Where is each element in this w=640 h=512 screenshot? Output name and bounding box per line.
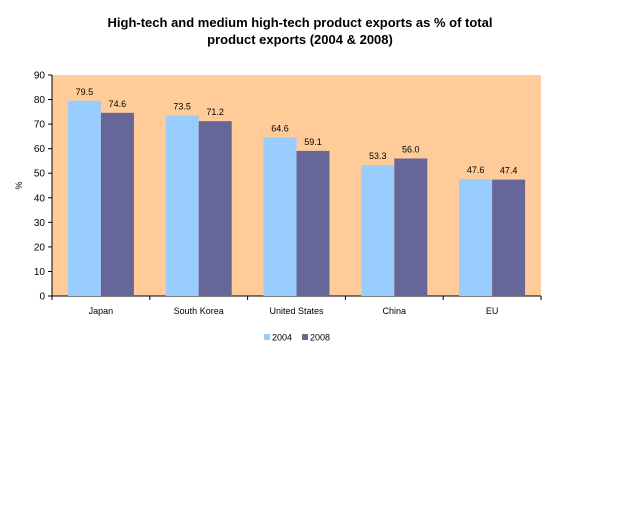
- data-label: 59.1: [304, 137, 322, 147]
- data-label: 56.0: [402, 144, 420, 154]
- data-label: 71.2: [206, 107, 224, 117]
- legend-label: 2004: [272, 333, 292, 343]
- y-tick-label: 70: [34, 120, 46, 131]
- y-tick-label: 30: [34, 218, 46, 229]
- y-tick-label: 90: [34, 71, 46, 82]
- legend: 2004 2008: [264, 333, 330, 343]
- bar-2008-2: [296, 150, 330, 296]
- y-tick-label: 0: [39, 292, 45, 303]
- chart-title: High-tech and medium high-tech product e…: [60, 14, 540, 48]
- data-label: 73.5: [173, 102, 191, 112]
- data-label: 79.5: [76, 87, 94, 97]
- y-tick-label: 40: [34, 193, 46, 204]
- legend-swatch-2008: [302, 334, 308, 340]
- bar-2004-1: [165, 115, 199, 297]
- bar-2008-0: [100, 112, 134, 296]
- bar-2004-4: [459, 179, 493, 296]
- x-category-label: United States: [269, 306, 324, 316]
- y-axis-label: %: [14, 181, 24, 189]
- data-label: 53.3: [369, 151, 387, 161]
- x-category-label: South Korea: [174, 306, 224, 316]
- x-category-label: EU: [486, 306, 499, 316]
- data-label: 47.4: [500, 166, 518, 176]
- y-tick-label: 20: [34, 242, 46, 253]
- y-tick-label: 60: [34, 144, 46, 155]
- y-tick-label: 80: [34, 95, 46, 106]
- data-label: 74.6: [109, 99, 127, 109]
- chart-title-line-2: product exports (2004 & 2008): [207, 32, 393, 47]
- y-tick-label: 50: [34, 169, 46, 180]
- bars: [67, 100, 526, 297]
- bar-2008-4: [492, 179, 526, 296]
- chart-title-line-1: High-tech and medium high-tech product e…: [107, 15, 493, 30]
- bar-2008-1: [198, 121, 232, 296]
- legend-label: 2008: [310, 333, 330, 343]
- data-label: 47.6: [467, 165, 485, 175]
- bar-2004-0: [67, 100, 101, 297]
- legend-swatch-2004: [264, 334, 270, 340]
- bar-2008-3: [394, 158, 428, 296]
- data-labels: 79.5 74.6 73.5 71.2 64.6 59.1 53.3 56.0 47.6 47.4: [76, 87, 518, 176]
- x-category-label: China: [383, 306, 407, 316]
- x-category-label: Japan: [89, 306, 114, 316]
- data-label: 64.6: [271, 123, 289, 133]
- bar-2004-3: [361, 165, 395, 296]
- axes: 0 10 20 30 40 50 60 70 80 90 Japan South Korea Unite…: [34, 71, 542, 316]
- y-tick-label: 10: [34, 267, 46, 278]
- bar-2004-2: [263, 137, 297, 296]
